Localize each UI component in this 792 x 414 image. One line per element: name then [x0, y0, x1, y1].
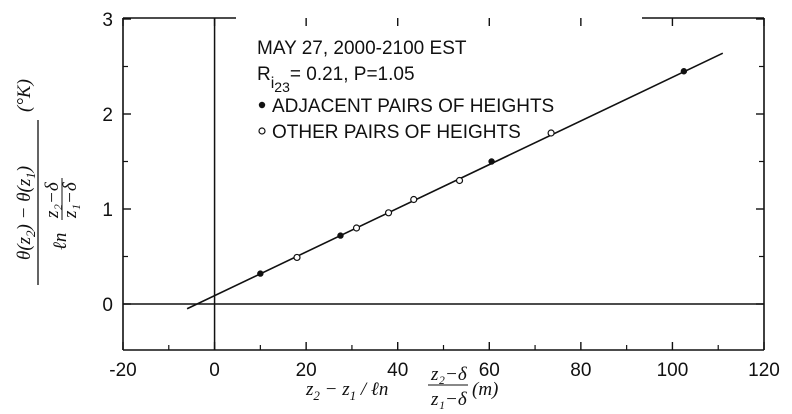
x-tick-label: 60 — [479, 360, 500, 381]
data-points — [257, 68, 688, 277]
y-tick-label: 1 — [102, 200, 113, 221]
annotation-date: MAY 27, 2000-2100 EST — [257, 38, 467, 59]
x-axis-title-inner-denominator: z₁−δ — [430, 389, 468, 410]
y-axis-title-denominator: ℓn — [50, 233, 71, 250]
reference-lines — [123, 18, 764, 350]
data-point-adjacent — [680, 68, 688, 75]
data-point-adjacent — [257, 270, 264, 277]
x-tick-label: 80 — [570, 360, 591, 381]
svg-text:z2 − z1 / ℓn: z2 − z1 / ℓn — [305, 379, 388, 403]
data-point-adjacent — [488, 158, 495, 165]
legend-label-other: OTHER PAIRS OF HEIGHTS — [272, 122, 521, 143]
fit-line-group — [186, 52, 724, 310]
annotation-richardson: Ri23= 0.21, P=1.05 — [257, 64, 415, 95]
legend-label-adjacent: ADJACENT PAIRS OF HEIGHTS — [272, 96, 554, 117]
y-axis-title-inner-numerator: z₂−δ — [42, 181, 63, 219]
y-axis-title-unit: (°K) — [14, 79, 35, 112]
y-tick-label: 2 — [102, 105, 113, 126]
data-point-other — [384, 209, 393, 217]
y-tick-label: 0 — [102, 295, 113, 316]
legend-marker-adjacent — [258, 101, 266, 109]
legend-marker-other — [258, 127, 266, 135]
y-axis-title: θ(z2) − θ(z1) ℓn z₂−δ z₁−δ (°K) — [14, 79, 81, 285]
x-axis-title-unit: (m) — [472, 379, 498, 400]
x-tick-label: -20 — [109, 360, 136, 381]
fit-line — [186, 52, 724, 310]
y-axis-title-inner-denominator: z₁−δ — [60, 181, 81, 219]
x-tick-label: 0 — [209, 360, 220, 381]
data-point-other — [410, 195, 418, 204]
data-point-other — [293, 253, 301, 262]
plot-frame — [122, 17, 765, 351]
x-tick-label: 20 — [296, 360, 317, 381]
y-tick-label: 3 — [102, 10, 113, 31]
data-point-other — [547, 129, 555, 137]
x-tick-label: 120 — [748, 360, 780, 381]
data-point-adjacent — [337, 232, 344, 239]
data-point-other — [352, 224, 361, 232]
x-tick-label: 40 — [387, 360, 408, 381]
data-point-other — [455, 176, 464, 185]
axis-ticks — [122, 18, 765, 350]
tick-labels: -20 0 20 40 60 80 100 120 0 1 2 3 — [102, 10, 779, 381]
y-axis-title-numerator: θ(z2) − θ(z1) — [14, 166, 38, 260]
legend: ADJACENT PAIRS OF HEIGHTS OTHER PAIRS OF… — [258, 96, 554, 143]
x-tick-label: 100 — [657, 360, 689, 381]
x-axis-title-inner-numerator: z₂−δ — [430, 364, 468, 385]
